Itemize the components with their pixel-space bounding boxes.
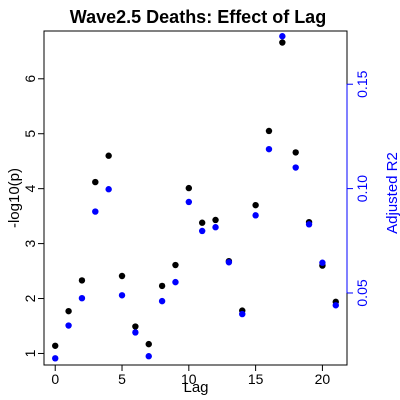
adjusted-r2-point <box>305 221 313 228</box>
neglog10p-point <box>158 282 166 290</box>
neglog10p-point <box>265 127 273 135</box>
y-left-tick-label: 6 <box>22 75 38 83</box>
neglog10p-point <box>92 178 99 186</box>
y-right-tick-label: 0.05 <box>354 279 370 306</box>
y-axis-left: 1 2 3 4 5 6 <box>22 75 45 357</box>
adjusted-r2-point <box>225 259 233 266</box>
neglog10p-point <box>292 149 299 156</box>
adjusted-r2-point <box>78 295 86 302</box>
neglog10p-point <box>252 201 259 209</box>
x-tick-label: 10 <box>181 371 197 387</box>
adjusted-r2-point <box>292 164 299 171</box>
neglog10p-point <box>279 39 286 46</box>
y-left-tick-label: 1 <box>22 349 38 357</box>
adjusted-r2-point <box>185 198 193 206</box>
y-left-tick-label: 5 <box>22 130 38 138</box>
adjusted-r2-point <box>198 227 206 235</box>
y-axis-left-label: -log10(p) <box>6 168 23 228</box>
plot-frame <box>43 30 348 366</box>
neglog10p-point <box>65 307 72 315</box>
y-right-tick-label: 0.15 <box>354 70 370 97</box>
adjusted-r2-point <box>105 186 112 193</box>
adjusted-r2-point <box>172 278 179 286</box>
adjusted-r2-point <box>145 353 152 360</box>
adjusted-r2-point <box>265 145 273 153</box>
x-axis: 0 5 10 15 20 <box>51 364 331 387</box>
y-axis-right-label: Adjusted R2 <box>384 152 400 234</box>
adjusted-r2-point <box>52 355 59 362</box>
neglog10p-point <box>212 216 219 224</box>
x-tick-label: 15 <box>248 371 264 387</box>
adjusted-r2-point <box>252 212 259 219</box>
y-left-tick-label: 4 <box>22 185 38 193</box>
adjusted-r2-point <box>158 297 166 305</box>
adjusted-r2-point <box>92 208 99 215</box>
adjusted-r2-point <box>132 329 139 336</box>
neglog10p-point <box>145 340 152 348</box>
y-left-tick-label: 2 <box>22 294 38 302</box>
y-right-tick-label: 0.10 <box>354 175 370 202</box>
neglog10p-point <box>52 342 59 349</box>
neglog10p-point <box>198 219 206 226</box>
chart-title: Wave2.5 Deaths: Effect of Lag <box>70 7 326 27</box>
neglog10p-point <box>105 152 112 159</box>
x-tick-label: 0 <box>51 371 59 387</box>
adjusted-r2-point <box>212 224 219 231</box>
y-left-tick-label: 3 <box>22 239 38 247</box>
neglog10p-point <box>185 184 193 192</box>
neglog10p-point <box>78 277 86 284</box>
x-tick-label: 20 <box>315 371 331 387</box>
x-tick-label: 5 <box>118 371 126 387</box>
y-axis-right: 0.05 0.10 0.15 <box>346 70 370 307</box>
adjusted-r2-point <box>239 310 246 318</box>
adjusted-r2-point <box>332 302 339 309</box>
neglog10p-point <box>172 261 179 269</box>
adjusted-r2-point <box>65 322 72 329</box>
neglog10p-point <box>118 272 126 280</box>
adjusted-r2-point <box>118 292 126 299</box>
x-axis-label: Lag <box>183 379 208 396</box>
data-points <box>52 33 339 362</box>
neglog10p-point <box>132 323 139 330</box>
adjusted-r2-point <box>279 33 286 40</box>
adjusted-r2-point <box>319 259 326 266</box>
